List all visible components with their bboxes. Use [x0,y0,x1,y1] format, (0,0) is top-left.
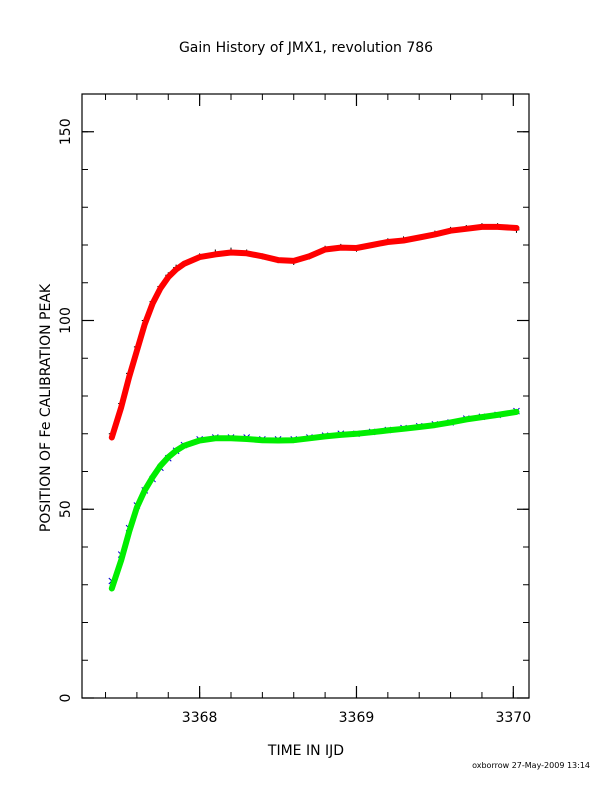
x-axis-label: TIME IN IJD [267,743,344,759]
plot-frame [81,93,530,699]
green-fit-line [108,408,520,592]
x-tick-label: 3368 [182,710,218,726]
x-tick-label: 3369 [339,710,375,726]
y-tick-label: 50 [58,500,74,518]
y-tick-label: 150 [58,118,74,145]
y-tick-label: 0 [58,694,74,703]
series-layer [108,223,520,592]
credit-footer: oxborrow 27-May-2009 13:14 [472,761,590,770]
tick-labels: 3368 3369 3370 0 50 100 150 [58,118,531,726]
x-tick-label: 3370 [495,710,531,726]
red-fit-line [108,223,520,441]
minor-ticks [82,93,529,699]
major-ticks [82,94,529,699]
y-axis-label: POSITION OF Fe CALIBRATION PEAK [38,283,54,532]
blue-x-series [108,407,520,585]
chart-title: Gain History of JMX1, revolution 786 [179,40,433,56]
y-tick-label: 100 [58,307,74,334]
